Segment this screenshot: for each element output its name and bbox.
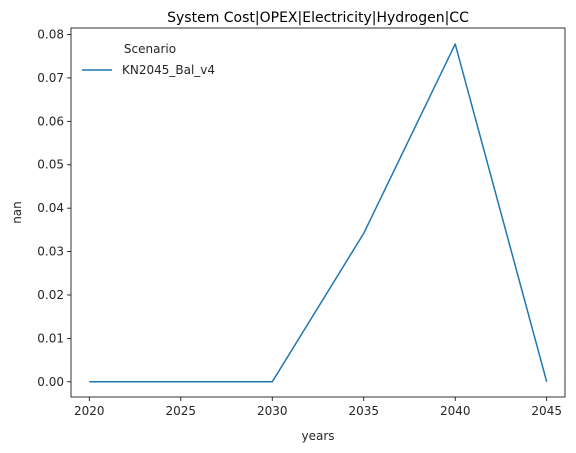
x-tick-label: 2020 — [74, 404, 105, 418]
y-axis-label: nan — [10, 201, 24, 224]
plot-frame — [70, 27, 566, 398]
x-tick-label: 2030 — [257, 404, 288, 418]
y-tick-label: 0.04 — [37, 201, 64, 215]
chart-title: System Cost|OPEX|Electricity|Hydrogen|CC — [167, 10, 469, 26]
x-tick-label: 2035 — [348, 404, 379, 418]
legend: Scenario KN2045_Bal_v4 — [82, 42, 215, 77]
y-tick-label: 0.08 — [37, 28, 64, 42]
y-tick-label: 0.05 — [37, 158, 64, 172]
y-tick-label: 0.06 — [37, 114, 64, 128]
y-tick-label: 0.00 — [37, 375, 64, 389]
x-tick-label: 2045 — [531, 404, 562, 418]
x-tick-label: 2025 — [166, 404, 197, 418]
series-layer — [89, 43, 548, 383]
axes — [70, 27, 566, 398]
legend-title: Scenario — [124, 42, 176, 56]
series-line-0 — [89, 43, 548, 383]
y-tick-label: 0.02 — [37, 288, 64, 302]
y-tick-label: 0.03 — [37, 245, 64, 259]
x-ticks: 2020 2025 2030 2035 2040 2045 — [74, 397, 562, 418]
x-axis-label: years — [301, 429, 334, 443]
y-ticks: 0.00 0.01 0.02 0.03 0.04 0.05 0.06 0.07 0.08 — [37, 28, 71, 389]
legend-label: KN2045_Bal_v4 — [122, 63, 215, 77]
x-tick-label: 2040 — [440, 404, 471, 418]
y-tick-label: 0.01 — [37, 331, 64, 345]
y-tick-label: 0.07 — [37, 71, 64, 85]
